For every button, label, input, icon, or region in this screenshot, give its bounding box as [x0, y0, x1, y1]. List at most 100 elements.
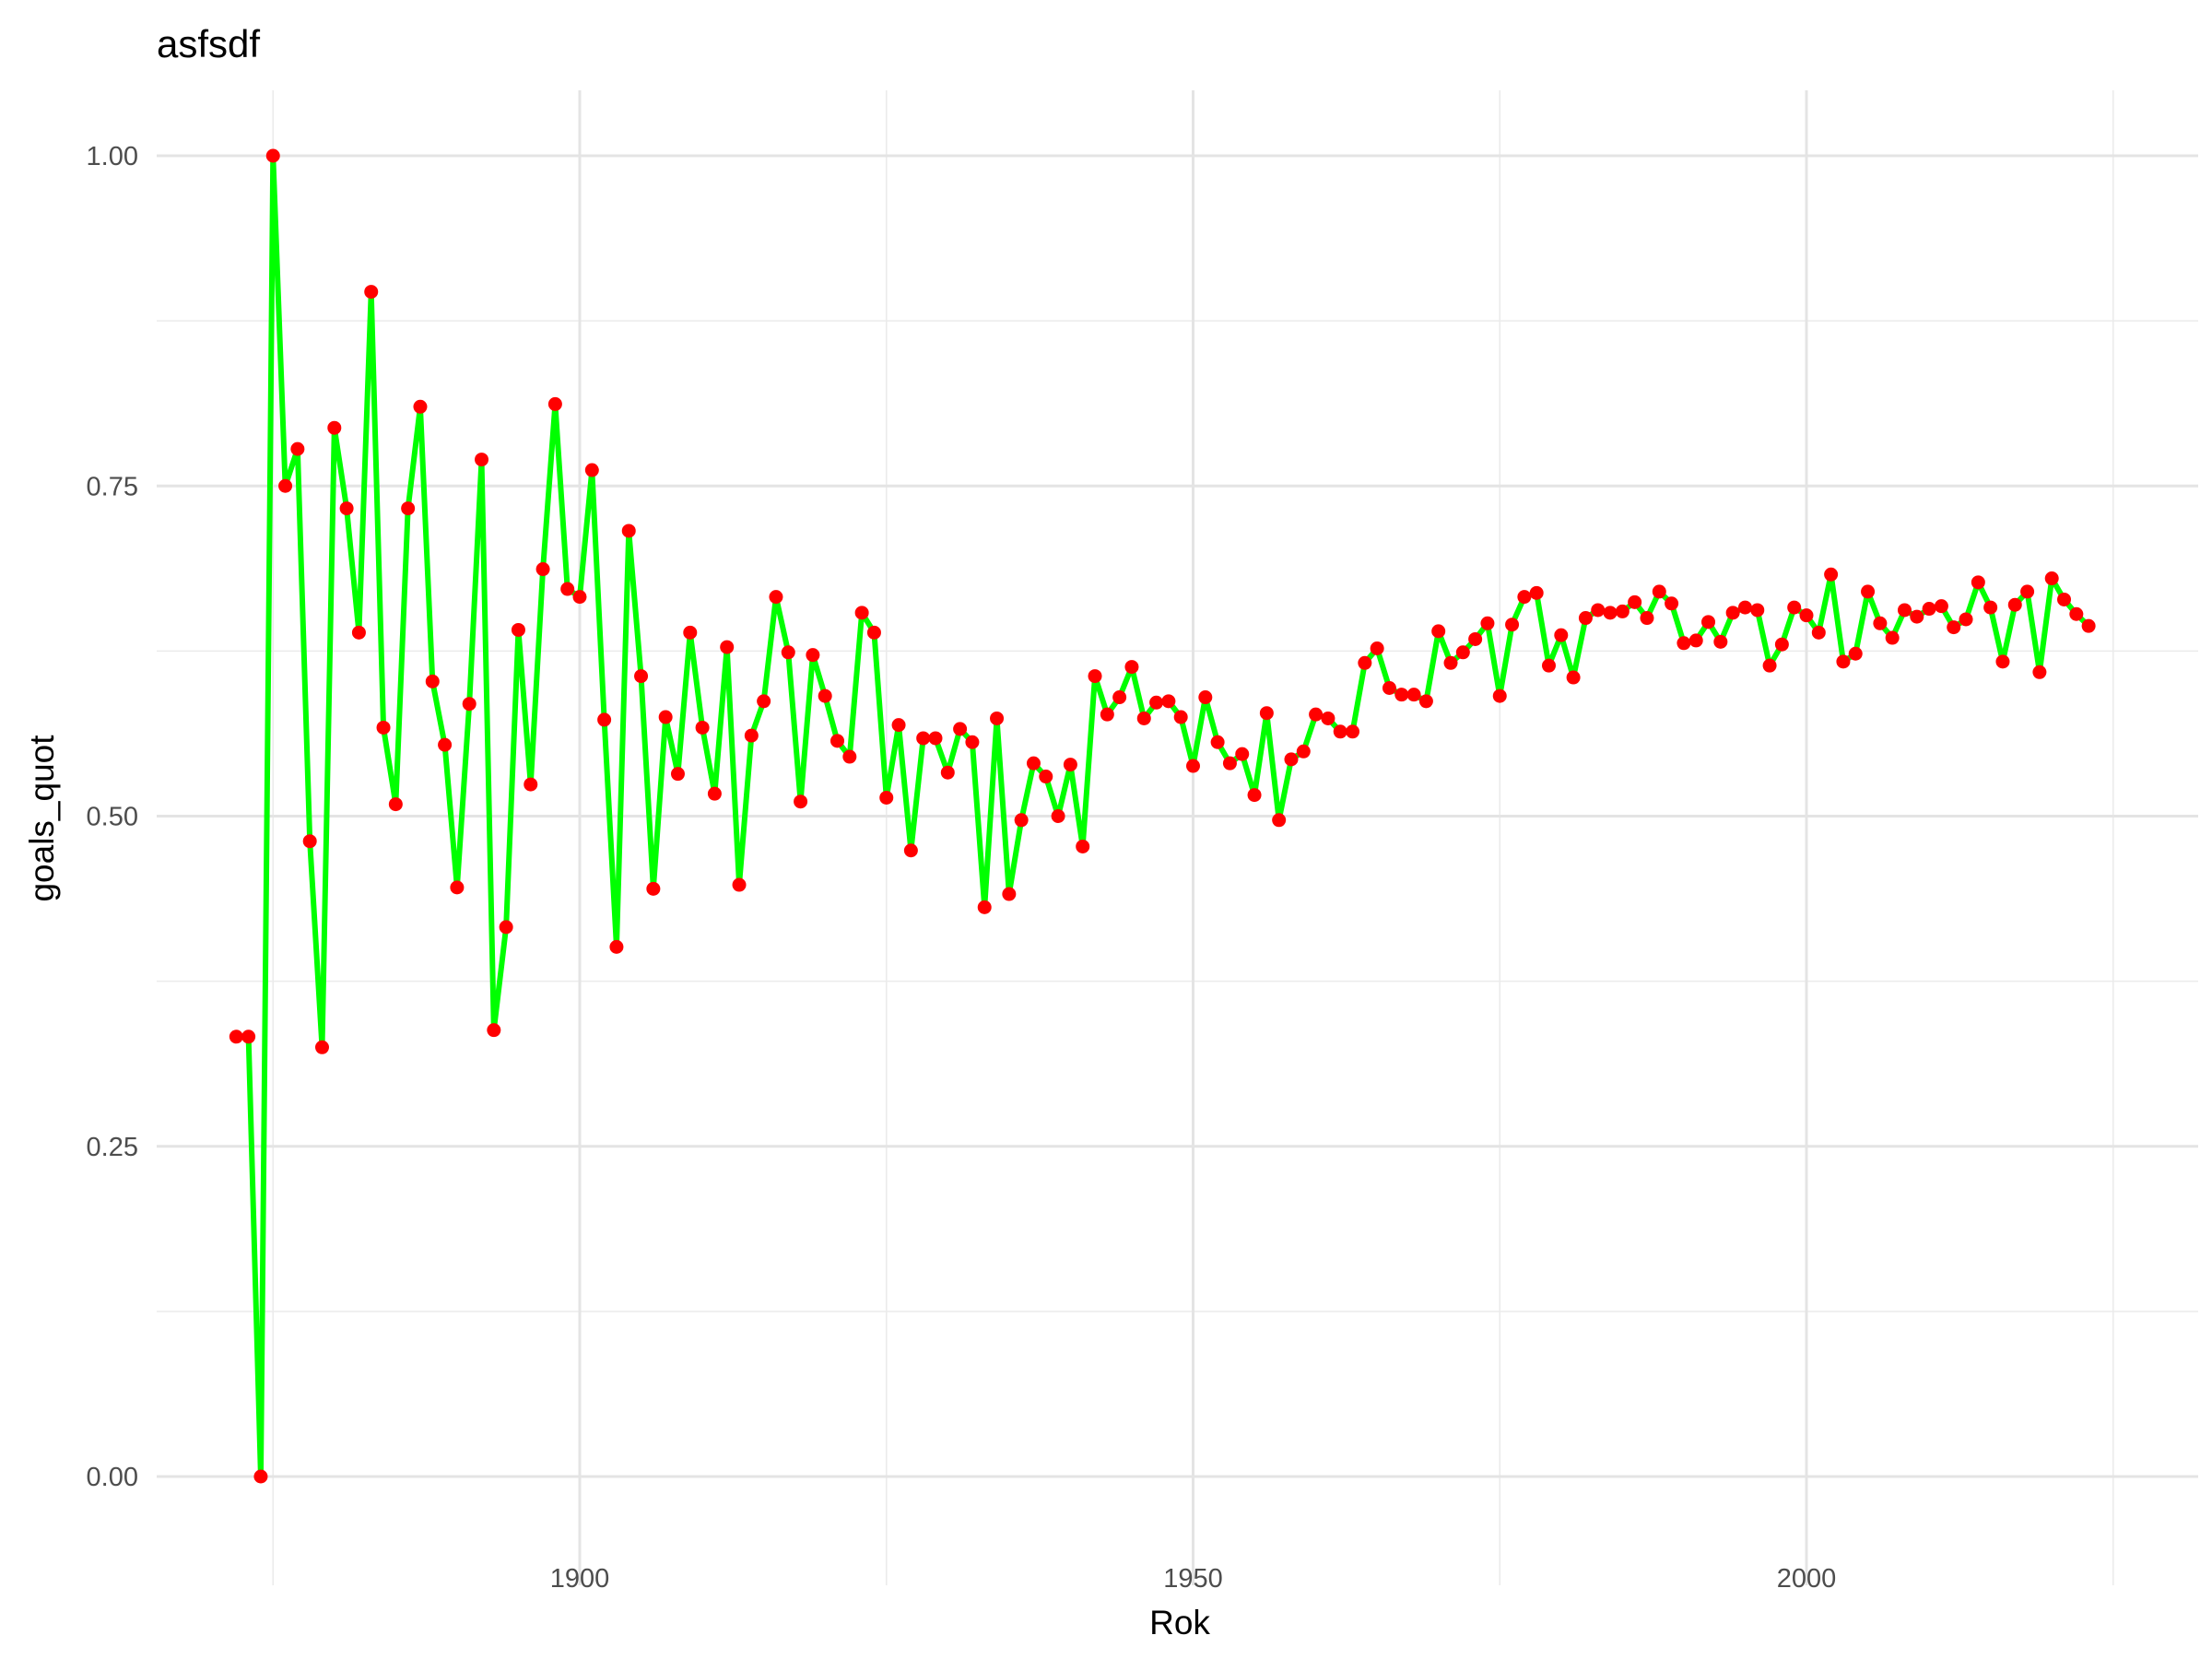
- data-point: [1677, 636, 1691, 651]
- data-point: [806, 648, 820, 663]
- data-point: [499, 920, 513, 935]
- data-point: [1505, 618, 1520, 632]
- data-point: [1861, 584, 1876, 599]
- data-point: [1186, 759, 1200, 773]
- chart-title: asfsdf: [157, 22, 260, 65]
- data-point: [547, 396, 562, 411]
- data-point: [769, 590, 783, 605]
- data-point: [1370, 641, 1384, 656]
- data-point: [781, 645, 795, 660]
- data-point: [1026, 756, 1041, 771]
- data-point: [2057, 592, 2072, 606]
- data-point: [707, 786, 722, 801]
- data-point: [560, 582, 575, 596]
- data-point: [487, 1023, 501, 1038]
- data-point: [572, 590, 587, 605]
- data-point: [794, 794, 808, 809]
- data-point: [1247, 788, 1262, 803]
- data-point: [1628, 594, 1642, 609]
- data-point: [1284, 752, 1299, 767]
- data-point: [1885, 630, 1900, 645]
- data-point: [1652, 584, 1666, 599]
- data-point: [314, 1040, 329, 1054]
- data-point: [1983, 600, 1998, 615]
- data-point: [1259, 706, 1274, 721]
- data-point: [1002, 887, 1017, 901]
- data-point: [928, 731, 943, 746]
- data-point: [965, 735, 980, 749]
- data-point: [1076, 839, 1090, 853]
- data-point: [1578, 611, 1593, 626]
- data-point: [1173, 710, 1188, 724]
- data-point: [290, 441, 305, 456]
- major-gridlines: [157, 90, 2198, 1585]
- data-point: [1222, 756, 1237, 771]
- data-point: [462, 697, 477, 712]
- data-point: [2069, 606, 2084, 621]
- data-point: [1455, 645, 1470, 660]
- data-point: [1124, 660, 1139, 675]
- data-point: [1346, 724, 1360, 739]
- data-point: [940, 765, 955, 780]
- data-point: [1039, 770, 1053, 784]
- data-point: [1688, 633, 1703, 648]
- data-point: [229, 1030, 243, 1044]
- data-point: [2081, 618, 2096, 633]
- data-point: [1161, 694, 1176, 709]
- data-point: [450, 880, 465, 895]
- data-point: [1394, 688, 1409, 702]
- y-tick-label: 0.00: [87, 1463, 138, 1492]
- data-point: [278, 478, 293, 493]
- data-point: [1051, 809, 1065, 823]
- data-point: [953, 722, 968, 736]
- data-point: [916, 731, 931, 746]
- data-point: [364, 285, 379, 300]
- data-point: [1431, 624, 1446, 639]
- data-point: [339, 501, 354, 516]
- data-point: [1971, 575, 1985, 590]
- data-point: [1517, 590, 1532, 605]
- data-point: [425, 674, 440, 688]
- data-point: [842, 749, 857, 764]
- data-point: [241, 1030, 256, 1044]
- data-point: [757, 694, 771, 709]
- data-point: [720, 640, 735, 654]
- data-point: [1713, 634, 1728, 649]
- data-point: [1272, 813, 1287, 828]
- data-point: [1088, 669, 1102, 684]
- data-point: [1701, 615, 1716, 629]
- data-point: [1149, 695, 1164, 710]
- data-point: [1725, 606, 1740, 620]
- data-point: [646, 881, 661, 896]
- data-point: [732, 877, 747, 892]
- data-point: [1235, 747, 1250, 761]
- data-point: [1554, 628, 1569, 642]
- data-point: [818, 688, 832, 703]
- x-tick-label: 2000: [1777, 1564, 1837, 1594]
- data-point: [511, 622, 525, 637]
- data-point: [535, 562, 550, 577]
- data-point: [621, 524, 636, 538]
- y-tick-label: 0.25: [87, 1133, 138, 1162]
- data-point: [1799, 608, 1814, 623]
- data-point: [1665, 596, 1679, 611]
- y-tick-label: 0.50: [87, 803, 138, 832]
- data-point: [1406, 688, 1421, 702]
- data-point: [2007, 597, 2022, 612]
- y-tick-labels: 0.00 0.25 0.50 0.75 1.00: [87, 142, 138, 1492]
- data-point: [1136, 711, 1151, 725]
- data-point: [1824, 567, 1839, 582]
- data-point: [1566, 670, 1581, 685]
- data-point: [1063, 758, 1077, 772]
- data-point: [524, 777, 538, 792]
- data-point: [265, 148, 280, 163]
- data-point: [351, 625, 366, 640]
- y-tick-label: 0.75: [87, 472, 138, 501]
- data-point: [1014, 813, 1029, 828]
- data-point: [1418, 694, 1433, 709]
- data-point: [2044, 571, 2059, 586]
- data-point: [253, 1469, 268, 1484]
- data-point: [1468, 631, 1483, 646]
- data-point: [1603, 606, 1618, 620]
- data-point: [1615, 604, 1630, 618]
